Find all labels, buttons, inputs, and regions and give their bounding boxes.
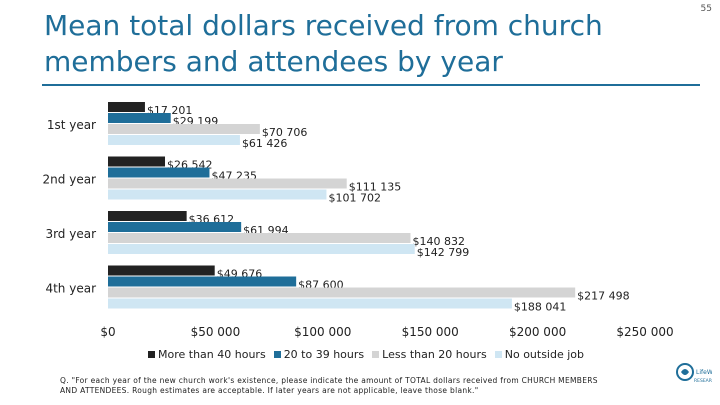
legend-label-less-than-20: Less than 20 hours: [382, 348, 487, 361]
bar-4-series-4: [108, 298, 512, 309]
category-label-1: 1st year: [47, 118, 96, 132]
bar-4-series-3: [108, 287, 576, 298]
legend-swatch-no-outside-job: [494, 351, 502, 358]
category-label-2: 2nd year: [43, 173, 97, 187]
legend-label-no-outside-job: No outside job: [504, 348, 585, 361]
data-label-2-series-4: $101 702: [328, 192, 381, 205]
bar-4-series-1: [108, 265, 215, 276]
svg-text:LifeWay: LifeWay: [696, 369, 712, 376]
bar-1-series-3: [108, 124, 260, 134]
x-tick-label-4: $200 000: [509, 325, 566, 339]
bar-2-series-3: [108, 178, 347, 189]
bar-3-series-2: [108, 222, 242, 232]
legend-item-no-outside-job: No outside job: [494, 348, 585, 361]
data-label-4-series-3: $217 498: [577, 290, 630, 303]
legend-item-less-than-20: Less than 20 hours: [372, 348, 487, 361]
legend-swatch-20-to-39: [273, 351, 281, 358]
bar-3-series-1: [108, 211, 187, 221]
legend-swatch-more-than-40: [148, 351, 155, 358]
svg-text:RESEARCH: RESEARCH: [694, 378, 712, 384]
x-tick-label-1: $50 000: [191, 325, 241, 339]
data-label-2-series-3: $111 135: [349, 181, 402, 194]
data-label-4-series-4: $188 041: [514, 301, 567, 314]
bar-3-series-4: [108, 244, 415, 254]
title-divider: [42, 84, 700, 86]
chart-legend: More than 40 hours 20 to 39 hours Less t…: [148, 348, 584, 361]
legend-item-more-than-40: More than 40 hours: [148, 348, 266, 361]
x-tick-label-5: $250 000: [616, 325, 673, 339]
data-label-1-series-4: $61 426: [242, 137, 288, 150]
x-tick-label-0: $0: [100, 325, 115, 339]
bar-1-series-1: [108, 102, 145, 112]
bar-1-series-2: [108, 113, 171, 123]
data-label-1-series-3: $70 706: [262, 126, 308, 139]
legend-label-20-to-39: 20 to 39 hours: [283, 348, 365, 361]
page-number: 55: [700, 4, 712, 14]
bar-2-series-2: [108, 167, 210, 178]
x-tick-label-3: $150 000: [402, 325, 459, 339]
category-label-3: 3rd year: [45, 227, 96, 241]
bar-2-series-4: [108, 189, 327, 200]
category-label-4: 4th year: [45, 282, 96, 296]
bar-1-series-4: [108, 135, 240, 145]
bar-2-series-1: [108, 156, 166, 167]
legend-item-20-to-39: 20 to 39 hours: [273, 348, 365, 361]
bar-4-series-2: [108, 276, 297, 287]
bar-chart: 1st year$17 201$29 199$70 706$61 4262nd …: [43, 102, 674, 339]
data-label-3-series-3: $140 832: [413, 235, 466, 248]
x-tick-label-2: $100 000: [294, 325, 351, 339]
lifeway-research-logo: LifeWay RESEARCH: [676, 363, 712, 384]
page-title: Mean total dollars received from church …: [44, 9, 603, 78]
survey-question-footnote: Q. "For each year of the new church work…: [60, 376, 598, 395]
legend-swatch-less-than-20: [372, 351, 380, 358]
data-label-3-series-4: $142 799: [417, 246, 470, 259]
bar-3-series-3: [108, 233, 411, 243]
legend-label-more-than-40: More than 40 hours: [158, 348, 266, 361]
